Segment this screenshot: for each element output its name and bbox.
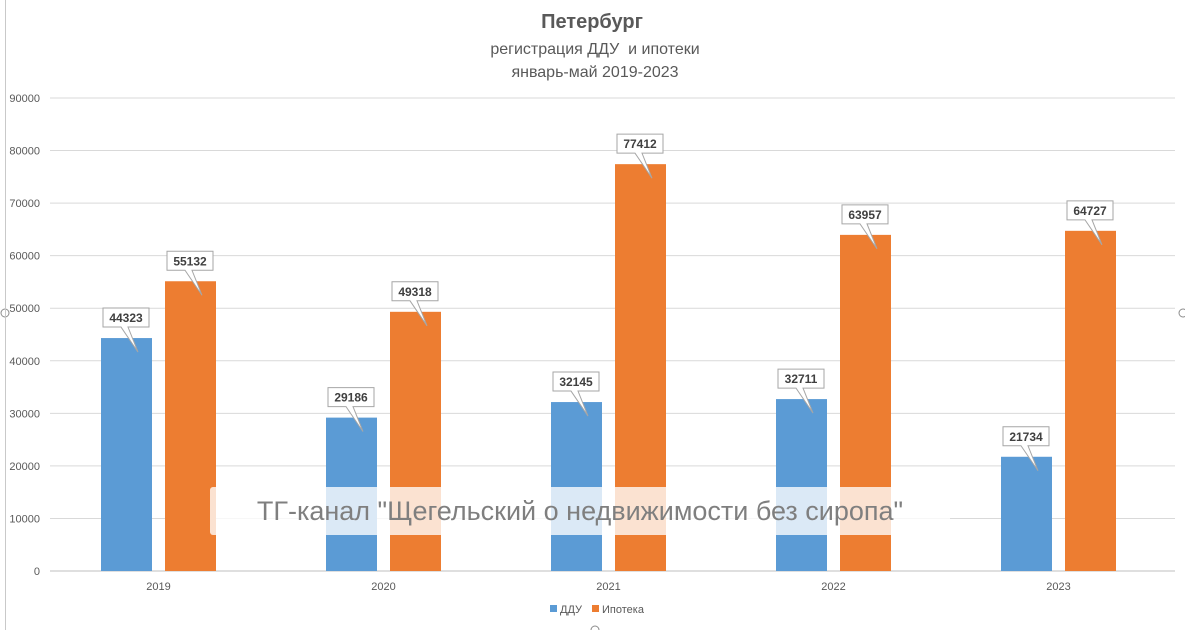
y-tick-label: 40000: [9, 356, 40, 368]
x-tick-label: 2019: [146, 581, 170, 593]
bar-ipoteka: [165, 281, 216, 571]
data-label-callout: [1002, 426, 1050, 472]
data-label-callout: [616, 133, 664, 179]
data-label: 64727: [1073, 204, 1107, 218]
data-label: 55132: [173, 254, 207, 268]
chart-subtitle-line: регистрация ДДУ и ипотеки: [490, 41, 699, 58]
legend-label: ДДУ: [560, 604, 583, 616]
bar-ipoteka: [1065, 230, 1116, 571]
data-label-callout: [102, 307, 150, 353]
y-tick-label: 70000: [9, 198, 40, 210]
x-tick-label: 2023: [1046, 581, 1070, 593]
y-tick-label: 50000: [9, 303, 40, 315]
data-label: 77412: [623, 137, 657, 151]
y-tick-label: 20000: [9, 461, 40, 473]
data-label: 32145: [559, 375, 593, 389]
data-label: 32711: [785, 372, 818, 386]
data-label: 29186: [334, 391, 368, 405]
y-tick-label: 90000: [9, 93, 40, 105]
y-tick-label: 0: [34, 566, 40, 578]
y-tick-label: 80000: [9, 146, 40, 158]
data-label-callout: [327, 387, 375, 432]
legend-swatch-ddu: [550, 605, 557, 612]
legend-label: Ипотека: [602, 604, 645, 616]
y-tick-label: 60000: [9, 251, 40, 263]
legend-swatch-ipoteka: [592, 605, 599, 612]
data-label: 49318: [398, 285, 432, 299]
data-label: 63957: [848, 208, 882, 222]
chart-title: Петербург: [541, 11, 643, 33]
frame-handle: [590, 625, 600, 630]
data-label-callout: [552, 371, 600, 417]
data-label-callout: [391, 281, 439, 327]
x-tick-label: 2022: [821, 581, 845, 593]
data-label: 44323: [109, 311, 143, 325]
x-tick-label: 2021: [596, 581, 620, 593]
bar-ddu: [551, 402, 602, 571]
data-label-callout: [841, 204, 889, 250]
bar-ddu: [776, 399, 827, 571]
x-tick-label: 2020: [371, 581, 395, 593]
watermark-text: ТГ-канал "Щегельский о недвижимости без …: [210, 487, 950, 535]
chart-subtitle-line: январь-май 2019-2023: [511, 64, 678, 81]
data-label: 21734: [1009, 430, 1043, 444]
data-label-callout: [166, 250, 214, 296]
bar-ddu: [1001, 456, 1052, 571]
data-label-callout: [1066, 200, 1114, 246]
data-label-callout: [777, 368, 825, 414]
y-tick-label: 10000: [9, 513, 40, 525]
chart-frame-border: [5, 0, 6, 630]
frame-handle: [1178, 308, 1185, 318]
y-tick-label: 30000: [9, 408, 40, 420]
bar-ddu: [101, 338, 152, 571]
